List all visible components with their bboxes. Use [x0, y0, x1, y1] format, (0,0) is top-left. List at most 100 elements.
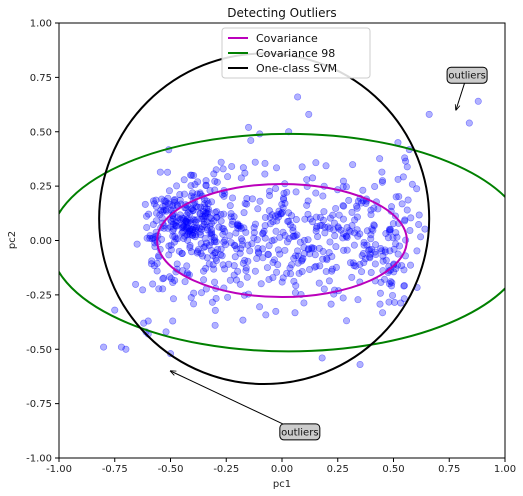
data-point — [175, 247, 183, 255]
x-tick-label: 0.25 — [327, 464, 349, 475]
y-tick-label: -1.00 — [26, 454, 52, 465]
data-point — [183, 211, 191, 219]
data-point — [315, 244, 323, 252]
data-point — [397, 299, 405, 307]
data-point — [188, 248, 196, 256]
data-point — [227, 239, 235, 247]
data-point — [304, 236, 312, 244]
plot-clipped — [59, 52, 505, 386]
data-point — [193, 223, 201, 231]
data-point — [266, 192, 274, 200]
data-point — [349, 161, 357, 169]
data-point — [201, 203, 209, 211]
data-point — [230, 271, 238, 279]
data-point — [225, 260, 233, 268]
data-point — [312, 262, 320, 270]
data-point — [328, 267, 336, 275]
data-point — [316, 222, 324, 230]
outlier-point — [117, 343, 125, 351]
data-point — [159, 275, 167, 283]
x-tick-label: -1.00 — [46, 464, 72, 475]
data-point — [287, 270, 295, 278]
data-point — [312, 159, 320, 167]
data-point — [254, 248, 262, 256]
data-point — [181, 232, 189, 240]
data-point — [158, 214, 166, 222]
data-point — [183, 262, 191, 270]
data-point — [403, 206, 411, 214]
data-point — [276, 250, 284, 258]
data-point — [278, 200, 286, 208]
data-point — [201, 213, 209, 221]
data-point — [275, 207, 283, 215]
data-point — [351, 229, 359, 237]
data-point — [303, 201, 311, 209]
data-point — [389, 234, 397, 242]
legend-entry: Covariance 98 — [256, 47, 335, 60]
data-point — [211, 177, 219, 185]
y-tick-label: -0.25 — [26, 290, 52, 301]
data-point — [186, 216, 194, 224]
data-point — [366, 254, 374, 262]
data-point — [278, 278, 286, 286]
data-point — [253, 236, 261, 244]
data-point — [153, 259, 161, 267]
data-point — [339, 230, 347, 238]
data-point — [206, 229, 214, 237]
data-point — [337, 226, 345, 234]
data-point — [189, 207, 197, 215]
outlier-point — [245, 123, 253, 131]
data-point — [180, 215, 188, 223]
data-point — [354, 232, 362, 240]
data-point — [239, 316, 247, 324]
data-point — [265, 207, 273, 215]
data-point — [244, 257, 252, 265]
data-point — [192, 231, 200, 239]
data-point — [169, 232, 177, 240]
data-point — [395, 193, 403, 201]
data-point — [260, 227, 268, 235]
data-point — [156, 168, 164, 176]
data-point — [273, 217, 281, 225]
data-point — [390, 268, 398, 276]
data-point — [184, 236, 192, 244]
data-point — [198, 289, 206, 297]
data-point — [204, 209, 212, 217]
data-point — [321, 229, 329, 237]
data-point — [379, 309, 387, 317]
data-point — [132, 280, 140, 288]
data-point — [141, 200, 149, 208]
data-point — [169, 215, 177, 223]
outlier-point — [122, 345, 130, 353]
data-point — [288, 212, 296, 220]
data-point — [183, 215, 191, 223]
data-point — [343, 246, 351, 254]
data-point — [379, 257, 387, 265]
data-point — [205, 260, 213, 268]
data-point — [294, 247, 302, 255]
data-point — [390, 260, 398, 268]
data-point — [263, 264, 271, 272]
data-point — [165, 187, 173, 195]
data-point — [198, 215, 206, 223]
data-point — [366, 250, 374, 258]
data-point — [253, 254, 261, 262]
data-point — [306, 215, 314, 223]
data-point — [248, 195, 256, 203]
data-point — [339, 183, 347, 191]
data-point — [342, 183, 350, 191]
data-point — [370, 204, 378, 212]
data-point — [378, 168, 386, 176]
data-point — [367, 206, 375, 214]
data-point — [148, 257, 156, 265]
data-point — [342, 232, 350, 240]
data-point — [183, 224, 191, 232]
data-point — [292, 252, 300, 260]
data-point — [147, 260, 155, 268]
data-point — [331, 232, 339, 240]
data-point — [349, 259, 357, 267]
data-point — [284, 217, 292, 225]
data-point — [178, 229, 186, 237]
data-point — [339, 215, 347, 223]
data-point — [189, 226, 197, 234]
